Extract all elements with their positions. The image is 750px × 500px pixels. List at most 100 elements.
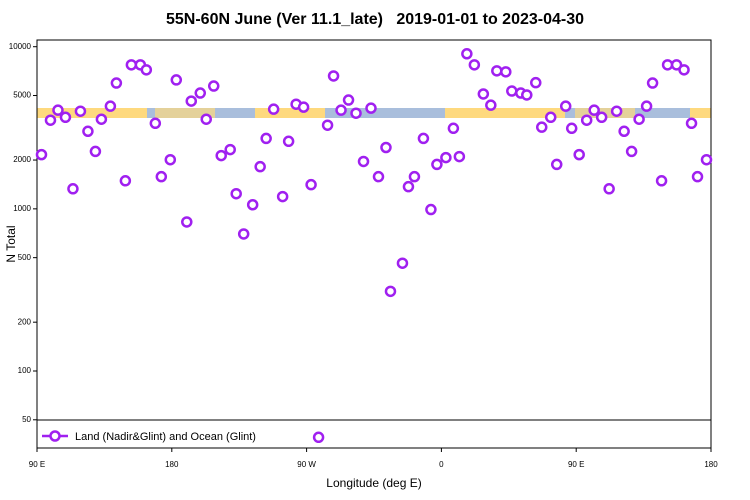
legend: Land (Nadir&Glint) and Ocean (Glint) [42, 430, 256, 443]
data-point [357, 155, 370, 168]
data-point [164, 153, 177, 166]
data-point [125, 59, 138, 71]
x-tick-label: 180 [165, 460, 179, 469]
data-point [89, 145, 102, 158]
data-point [372, 170, 385, 183]
data-point [170, 74, 183, 86]
data-point [181, 216, 193, 228]
data-point [453, 150, 466, 163]
data-point [588, 104, 600, 116]
data-point [500, 66, 512, 78]
data-point [365, 102, 377, 114]
data-point [207, 80, 220, 92]
data-point [640, 100, 653, 112]
data-point [461, 48, 473, 60]
data-point [327, 70, 340, 82]
data-point [530, 76, 542, 89]
data-point [254, 160, 266, 173]
data-point [224, 143, 236, 156]
data-point [246, 198, 259, 211]
data-point [276, 190, 289, 203]
data-point [59, 111, 72, 124]
data-point [625, 145, 638, 158]
data-point [384, 285, 397, 298]
data-point [691, 170, 704, 183]
data-point [335, 104, 347, 116]
data-point [305, 178, 317, 191]
y-tick-label: 100 [18, 366, 32, 375]
data-point [408, 170, 421, 183]
data-point [52, 104, 64, 116]
data-point [74, 105, 87, 117]
data-point [661, 59, 674, 71]
data-point [44, 114, 57, 126]
data-point [685, 117, 698, 130]
data-point [655, 175, 668, 187]
data-point [678, 64, 690, 76]
data-point [260, 132, 272, 145]
y-tick-label: 2000 [13, 155, 31, 164]
data-point [417, 132, 430, 145]
data-point [267, 103, 280, 115]
data-point [200, 113, 212, 125]
data-point [610, 105, 623, 117]
data-point [521, 89, 533, 101]
data-point [506, 85, 518, 97]
data-point [468, 59, 481, 71]
data-point [82, 125, 94, 138]
chart-title: 55N-60N June (Ver 11.1_late) 2019-01-01 … [166, 11, 584, 28]
y-tick-label: 50 [22, 415, 31, 424]
plot-frame [36, 39, 712, 449]
x-axis-label: Longitude (deg E) [326, 476, 421, 490]
data-point [491, 65, 503, 77]
data-point [559, 100, 572, 112]
data-point [194, 87, 207, 99]
x-tick-label: 180 [704, 460, 718, 469]
data-point [440, 151, 452, 164]
data-point [550, 158, 563, 171]
data-point [396, 257, 409, 269]
data-point [342, 94, 355, 106]
y-axis-label: N Total [4, 225, 18, 262]
data-point [580, 114, 593, 126]
data-point [670, 59, 683, 71]
y-tick-label: 1000 [13, 204, 31, 213]
data-point [595, 111, 608, 124]
data-point [140, 64, 153, 76]
data-point [350, 107, 362, 119]
x-tick-label: 90 E [568, 460, 584, 469]
data-point [425, 203, 437, 216]
data-point [646, 77, 659, 89]
data-point [110, 77, 123, 89]
data-point [215, 149, 227, 162]
data-point [565, 122, 578, 135]
data-point [431, 158, 443, 171]
data-point [536, 121, 548, 133]
data-point [297, 101, 310, 113]
data-point [95, 113, 108, 125]
data-point [237, 228, 250, 240]
data-point [618, 125, 630, 138]
x-tick-label: 90 E [29, 460, 45, 469]
data-point [149, 117, 162, 130]
data-point [485, 99, 497, 111]
data-point [185, 95, 198, 107]
data-point [380, 141, 392, 154]
data-point [700, 153, 713, 166]
data-point [573, 148, 585, 161]
legend-label: Land (Nadir&Glint) and Ocean (Glint) [75, 431, 256, 443]
y-tick-label: 5000 [13, 91, 31, 100]
y-tick-label: 200 [18, 317, 32, 326]
data-point [312, 431, 325, 444]
data-point [544, 111, 557, 124]
data-point [321, 119, 334, 131]
y-tick-label: 500 [18, 253, 32, 262]
data-point [67, 183, 79, 195]
y-tick-label: 10000 [9, 42, 32, 51]
x-tick-label: 0 [439, 460, 444, 469]
data-point [477, 88, 490, 100]
data-point [402, 180, 415, 193]
x-tick-label: 90 W [297, 460, 316, 469]
data-point [603, 183, 615, 195]
